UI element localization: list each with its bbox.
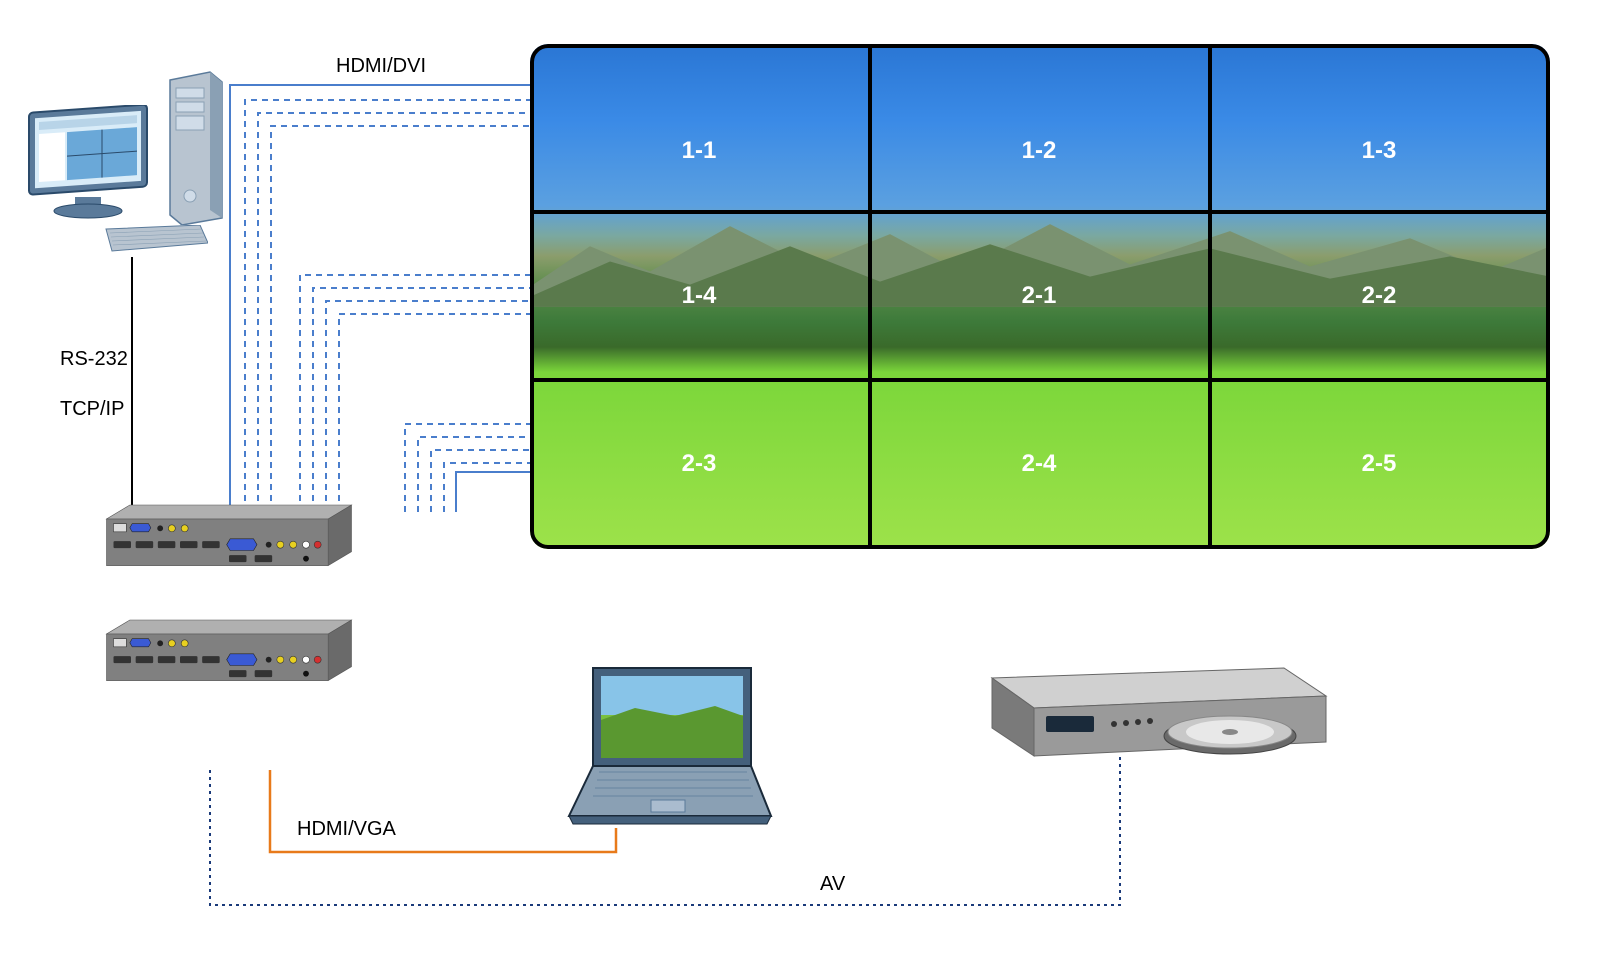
controller-box-1 [44,505,414,575]
cell-2-4: 2-4 [1022,450,1057,478]
cell-1-4: 1-4 [682,282,717,310]
cell-2-3: 2-3 [682,450,717,478]
av-label: AV [820,873,845,896]
controller-box-2 [44,620,414,690]
cell-2-5: 2-5 [1362,450,1397,478]
hdmi-dvi-label: HDMI/DVI [336,55,426,78]
cell-2-2: 2-2 [1362,282,1397,310]
desktop-keyboard [98,225,208,255]
laptop [555,660,775,830]
cell-2-1: 2-1 [1022,282,1057,310]
cell-1-2: 1-2 [1022,137,1057,165]
tcpip-label: TCP/IP [60,398,124,421]
cell-1-1: 1-1 [682,137,717,165]
cell-1-3: 1-3 [1362,137,1397,165]
dvd-player [984,660,1334,760]
desktop-monitor [25,105,155,205]
hdmi-vga-label: HDMI/VGA [297,818,396,841]
video-wall: 1-1 1-2 1-3 1-4 2-1 2-2 2-3 2-4 2-5 [530,44,1550,549]
desktop-tower [166,70,226,225]
rs232-label: RS-232 [60,348,128,371]
